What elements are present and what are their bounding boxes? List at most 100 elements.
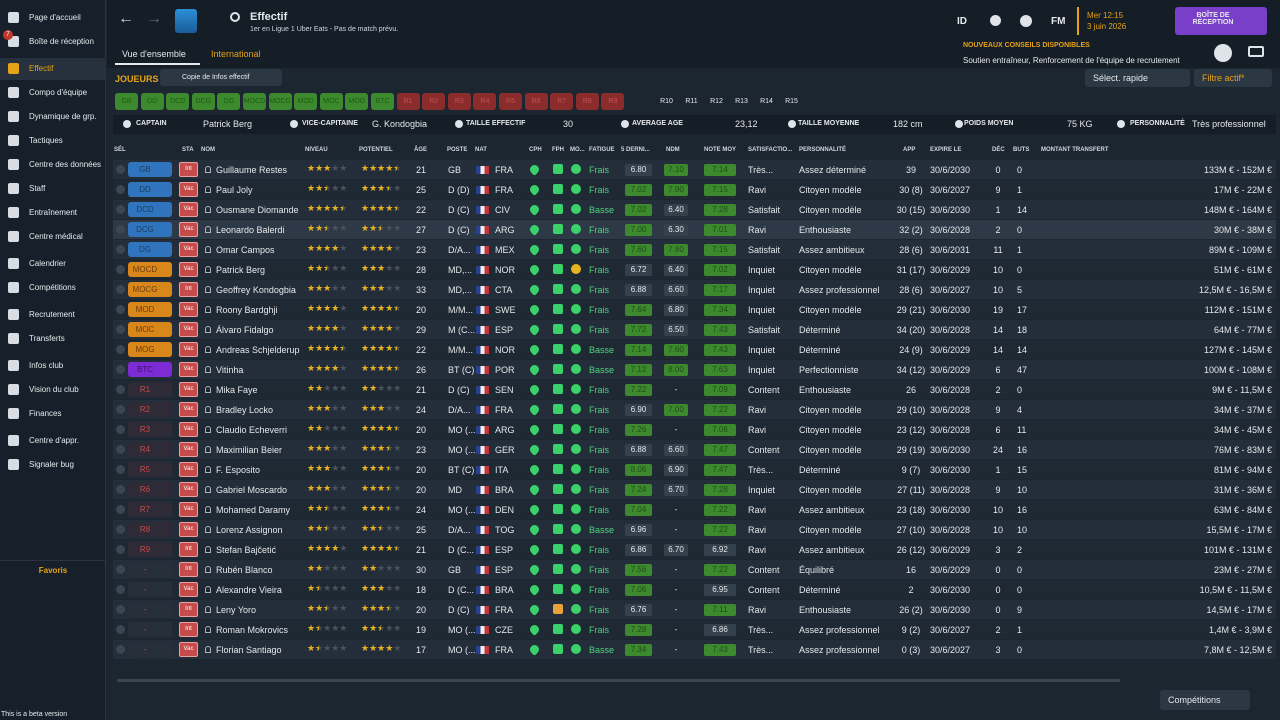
column-header[interactable]: EXPIRE LE <box>930 147 962 153</box>
player-name[interactable]: Vitinha <box>216 365 244 375</box>
sidebar-item[interactable]: Page d'accueil <box>29 13 81 22</box>
player-name[interactable]: Paul Joly <box>216 185 253 195</box>
position-button[interactable]: MOCG <box>268 93 292 110</box>
player-name[interactable]: Guillaume Restes <box>216 165 288 175</box>
column-header[interactable]: SÉL <box>114 147 126 153</box>
player-name[interactable]: Claudio Echeverri <box>216 425 288 435</box>
sidebar-item[interactable]: Effectif <box>29 64 54 73</box>
table-row[interactable] <box>113 500 1276 519</box>
column-header[interactable]: ÂGE <box>414 147 428 153</box>
column-header[interactable]: NOTE MOY <box>704 147 737 153</box>
column-header[interactable]: SATISFACTIO... <box>748 147 793 153</box>
position-select[interactable]: MOC <box>128 322 172 337</box>
search-icon[interactable] <box>230 12 240 22</box>
position-select[interactable]: - <box>128 622 172 637</box>
position-select[interactable]: R6 <box>128 482 172 497</box>
player-name[interactable]: Bradley Locko <box>216 405 274 415</box>
position-button[interactable]: R7 <box>550 93 574 110</box>
position-button[interactable]: R9 <box>601 93 625 110</box>
quick-select-label[interactable]: Sélect. rapide <box>1093 73 1149 83</box>
player-name[interactable]: Rubén Blanco <box>216 565 273 575</box>
position-select[interactable]: - <box>128 562 172 577</box>
back-arrow[interactable]: ← <box>118 10 134 27</box>
sidebar-item[interactable]: Entraînement <box>29 208 78 217</box>
position-select[interactable]: - <box>128 582 172 597</box>
player-name[interactable]: Maximilian Beier <box>216 445 283 455</box>
table-row[interactable] <box>113 240 1276 259</box>
position-select[interactable]: R2 <box>128 402 172 417</box>
column-header[interactable]: 5 DERNI... <box>621 147 650 153</box>
position-button[interactable]: R14 <box>760 98 773 105</box>
position-button[interactable]: DCD <box>166 93 190 110</box>
table-row[interactable] <box>113 360 1276 379</box>
position-button[interactable]: DCG <box>191 93 215 110</box>
column-header[interactable]: STA <box>182 147 194 153</box>
sidebar-item[interactable]: Calendrier <box>29 259 66 268</box>
sidebar-item[interactable]: Centre d'appr. <box>29 436 80 445</box>
player-name[interactable]: Patrick Berg <box>216 265 266 275</box>
position-button[interactable]: R2 <box>422 93 446 110</box>
column-header[interactable]: MO... <box>570 147 585 153</box>
table-row[interactable] <box>113 420 1276 439</box>
player-name[interactable]: F. Esposito <box>216 465 261 475</box>
column-header[interactable]: POSTE <box>447 147 468 153</box>
table-row[interactable] <box>113 580 1276 599</box>
player-name[interactable]: Roman Mokrovics <box>216 625 289 635</box>
manager-avatar[interactable] <box>1214 44 1232 62</box>
fm-label[interactable]: FM <box>1051 16 1066 27</box>
table-row[interactable] <box>113 280 1276 299</box>
player-name[interactable]: Lorenz Assignon <box>216 525 283 535</box>
table-row[interactable] <box>113 340 1276 359</box>
position-select[interactable]: DD <box>128 182 172 197</box>
table-row[interactable] <box>113 640 1276 659</box>
position-button[interactable]: R6 <box>524 93 548 110</box>
position-button[interactable]: R5 <box>499 93 522 110</box>
player-name[interactable]: Gabriel Moscardo <box>216 485 288 495</box>
position-select[interactable]: BTC <box>128 362 172 377</box>
column-header[interactable]: PERSONNALITÉ <box>799 147 847 153</box>
player-name[interactable]: Álvaro Fidalgo <box>216 325 274 335</box>
position-select[interactable]: - <box>128 602 172 617</box>
position-select[interactable]: R8 <box>128 522 172 537</box>
player-name[interactable]: Omar Campos <box>216 245 275 255</box>
table-row[interactable] <box>113 380 1276 399</box>
position-button[interactable]: BTC <box>371 93 394 110</box>
id-label[interactable]: ID <box>957 16 967 27</box>
table-row[interactable] <box>113 220 1276 239</box>
sidebar-item[interactable]: Recrutement <box>29 310 75 319</box>
position-button[interactable]: MOCD <box>243 93 266 110</box>
player-name[interactable]: Leny Yoro <box>216 605 257 615</box>
inbox-label[interactable]: BOÎTE DE RÉCEPTION <box>1192 12 1234 26</box>
column-header[interactable]: DÉC <box>992 147 1005 153</box>
column-header[interactable]: BUTS <box>1013 147 1030 153</box>
position-button[interactable]: R3 <box>447 93 471 110</box>
player-name[interactable]: Geoffrey Kondogbia <box>216 285 296 295</box>
column-header[interactable]: FATIGUE <box>589 147 615 153</box>
view-label[interactable]: Copie de Infos effectif <box>182 74 250 81</box>
position-select[interactable]: R1 <box>128 382 172 397</box>
competitions-label[interactable]: Compétitions <box>1168 695 1221 705</box>
sidebar-item[interactable]: Boîte de réception <box>29 37 94 46</box>
position-select[interactable]: MOCD <box>128 262 172 277</box>
table-row[interactable] <box>113 600 1276 619</box>
column-header[interactable]: NAT <box>475 147 487 153</box>
table-row[interactable] <box>113 480 1276 499</box>
position-select[interactable]: - <box>128 642 172 657</box>
position-button[interactable]: R11 <box>685 98 698 105</box>
position-select[interactable]: MOG <box>128 342 172 357</box>
table-row[interactable] <box>113 160 1276 179</box>
position-button[interactable]: R8 <box>575 93 599 110</box>
position-button[interactable]: MOG <box>345 93 369 110</box>
sidebar-item[interactable]: Infos club <box>29 361 64 370</box>
filter-button[interactable] <box>1194 69 1272 87</box>
forward-arrow[interactable]: → <box>146 10 162 27</box>
position-select[interactable]: R7 <box>128 502 172 517</box>
column-header[interactable]: MONTANT TRANSFERT <box>1041 147 1109 153</box>
sidebar-item[interactable]: Compo d'équipe <box>29 88 88 97</box>
table-row[interactable] <box>113 180 1276 199</box>
player-name[interactable]: Alexandre Vieira <box>216 585 282 595</box>
player-name[interactable]: Mohamed Daramy <box>216 505 291 515</box>
column-header[interactable]: CPH <box>529 147 542 153</box>
sidebar-item[interactable]: Vision du club <box>29 385 79 394</box>
table-row[interactable] <box>113 400 1276 419</box>
